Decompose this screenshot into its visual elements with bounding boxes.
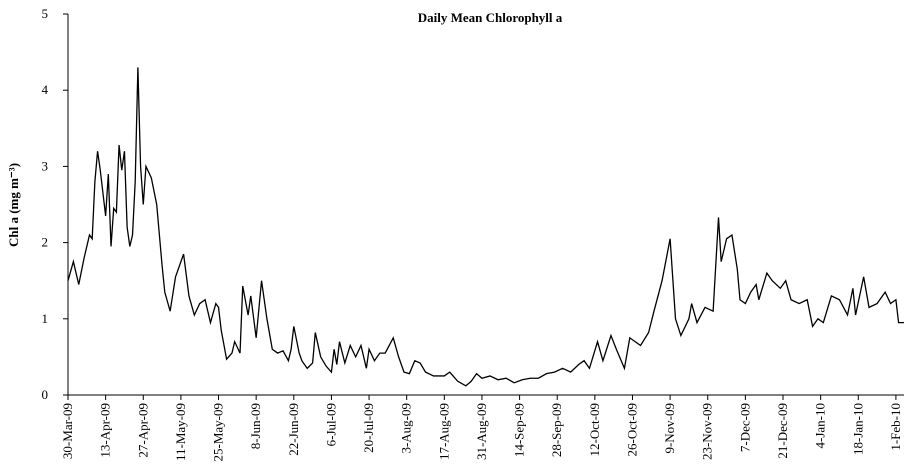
x-tick-label: 17-Aug-09 bbox=[436, 403, 451, 460]
x-tick-label: 14-Sep-09 bbox=[512, 403, 527, 457]
x-tick-label: 30-Mar-09 bbox=[60, 403, 75, 459]
x-tick-label: 26-Oct-09 bbox=[624, 403, 639, 456]
x-tick-label: 18-Jan-10 bbox=[850, 403, 865, 455]
data-line bbox=[67, 67, 904, 387]
x-tick-label: 28-Sep-09 bbox=[549, 403, 564, 457]
y-tick-label: 0 bbox=[42, 387, 49, 402]
x-tick-label: 12-Oct-09 bbox=[587, 403, 602, 456]
x-tick-label: 13-Apr-09 bbox=[98, 403, 113, 458]
y-tick-label: 3 bbox=[42, 158, 49, 173]
y-axis-label: Chl a (mg m⁻³) bbox=[6, 163, 21, 247]
y-tick-label: 2 bbox=[42, 235, 49, 250]
x-tick-label: 22-Jun-09 bbox=[286, 403, 301, 456]
x-tick-label: 4-Jan-10 bbox=[813, 403, 828, 449]
x-tick-label: 27-Apr-09 bbox=[135, 403, 150, 458]
x-tick-label: 1-Feb-10 bbox=[888, 403, 903, 451]
chart-title: Daily Mean Chlorophyll a bbox=[418, 10, 563, 25]
x-tick-label: 3-Aug-09 bbox=[399, 403, 414, 454]
x-tick-label: 20-Jul-09 bbox=[361, 403, 376, 453]
y-tick-label: 5 bbox=[42, 6, 49, 21]
x-tick-label: 8-Jun-09 bbox=[248, 403, 263, 449]
x-tick-label: 23-Nov-09 bbox=[700, 403, 715, 460]
x-tick-label: 25-May-09 bbox=[211, 403, 226, 462]
x-tick-label: 31-Aug-09 bbox=[474, 403, 489, 460]
x-tick-label: 7-Dec-09 bbox=[737, 403, 752, 452]
x-tick-label: 9-Nov-09 bbox=[662, 403, 677, 454]
x-tick-label: 6-Jul-09 bbox=[323, 403, 338, 446]
y-tick-label: 1 bbox=[42, 311, 49, 326]
x-tick-label: 21-Dec-09 bbox=[775, 403, 790, 459]
x-tick-label: 11-May-09 bbox=[173, 403, 188, 461]
y-tick-label: 4 bbox=[42, 82, 49, 97]
